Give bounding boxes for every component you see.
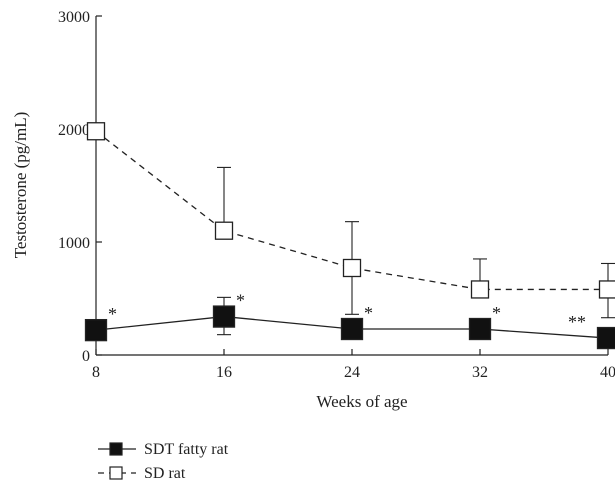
data-point: [86, 122, 106, 141]
legend-marker: [109, 466, 123, 480]
data-point: [214, 221, 234, 240]
significance-star: *: [492, 303, 501, 323]
data-point: [468, 317, 492, 341]
x-tick-label: 32: [472, 364, 488, 381]
significance-star: *: [108, 304, 117, 324]
x-tick-label: 40: [600, 364, 615, 381]
y-tick-label: 3000: [58, 9, 90, 26]
significance-annotations: *** * **: [108, 291, 586, 332]
x-tick-label: 16: [216, 364, 232, 381]
data-point: [470, 280, 490, 299]
y-tick-label: 2000: [58, 122, 90, 139]
data-point: [342, 258, 362, 278]
legend-label: SDT fatty rat: [144, 441, 229, 458]
series-markers: [84, 122, 615, 350]
error-bars: [217, 166, 615, 336]
data-point: [212, 305, 236, 328]
series-line: [95, 130, 608, 291]
y-axis-title: Testosterone (pg/mL): [11, 112, 30, 259]
data-point: [596, 326, 615, 350]
significance-star: **: [568, 312, 586, 332]
x-tick-label: 8: [92, 364, 100, 381]
significance-star: *: [236, 291, 245, 311]
y-tick-label: 0: [82, 348, 90, 365]
axes: 0 1000 2000 3000 8 16 24 32 40: [58, 9, 615, 381]
legend-label: SD rat: [144, 465, 186, 482]
x-tick-label: 24: [344, 364, 360, 381]
y-tick-label: 1000: [58, 235, 90, 252]
data-point: [598, 280, 615, 299]
data-point: [84, 318, 108, 342]
x-axis-title: Weeks of age: [316, 392, 407, 411]
significance-star: *: [364, 303, 373, 323]
legend-marker: [109, 442, 123, 456]
data-point: [340, 317, 364, 341]
legend: SDT fatty rat SD rat: [98, 441, 229, 482]
